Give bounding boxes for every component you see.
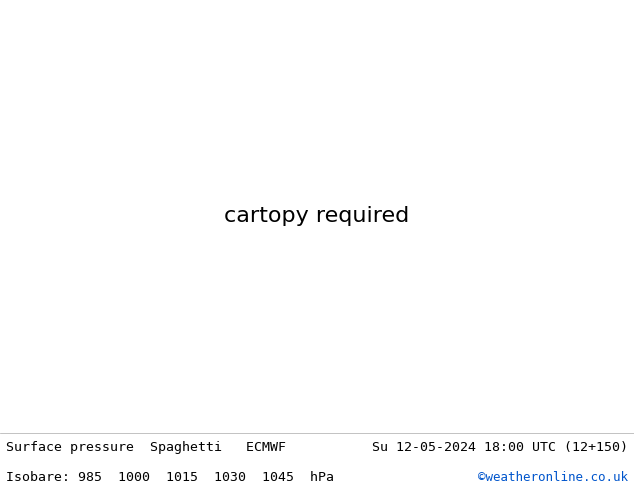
Text: cartopy required: cartopy required [224,206,410,225]
Text: ©weatheronline.co.uk: ©weatheronline.co.uk [477,470,628,484]
Text: Surface pressure  Spaghetti   ECMWF: Surface pressure Spaghetti ECMWF [6,441,287,454]
Text: Isobare: 985  1000  1015  1030  1045  hPa: Isobare: 985 1000 1015 1030 1045 hPa [6,470,334,484]
Text: Su 12-05-2024 18:00 UTC (12+150): Su 12-05-2024 18:00 UTC (12+150) [372,441,628,454]
